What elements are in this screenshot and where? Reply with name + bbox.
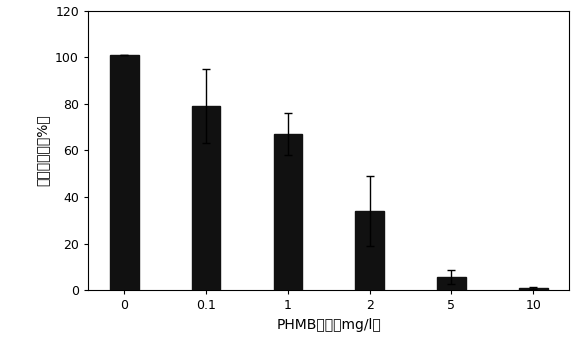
X-axis label: PHMB浓度（mg/l）: PHMB浓度（mg/l） xyxy=(276,318,381,332)
Bar xyxy=(110,55,139,290)
Bar xyxy=(355,211,384,290)
Bar xyxy=(192,106,220,290)
Bar xyxy=(437,278,465,290)
Bar xyxy=(274,134,302,290)
Bar xyxy=(519,288,548,290)
Y-axis label: 孢子萩发率（%）: 孢子萩发率（%） xyxy=(36,115,49,186)
